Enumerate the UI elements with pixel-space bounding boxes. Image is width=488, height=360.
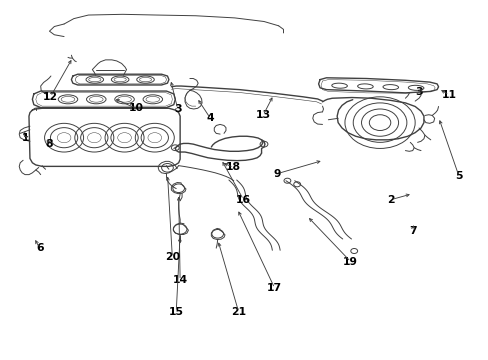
Text: 2: 2 [386, 195, 394, 205]
Text: 10: 10 [128, 103, 143, 113]
Text: 17: 17 [266, 283, 282, 293]
Text: 16: 16 [236, 195, 250, 205]
Text: 1: 1 [21, 133, 29, 143]
Text: 15: 15 [168, 307, 183, 317]
Text: 20: 20 [164, 252, 180, 262]
Text: 11: 11 [441, 90, 456, 100]
Text: 13: 13 [255, 111, 270, 121]
Text: 21: 21 [231, 307, 245, 317]
Text: 14: 14 [172, 275, 187, 285]
Text: 7: 7 [408, 226, 416, 236]
Text: 9: 9 [273, 168, 281, 179]
Text: 4: 4 [206, 113, 214, 123]
Text: 3: 3 [174, 104, 181, 114]
Text: 3: 3 [414, 87, 422, 97]
Text: 8: 8 [45, 139, 53, 149]
Text: 12: 12 [43, 92, 58, 102]
Text: 19: 19 [343, 257, 358, 267]
Text: 18: 18 [226, 162, 241, 172]
Text: 6: 6 [36, 243, 43, 253]
Text: 5: 5 [454, 171, 462, 181]
